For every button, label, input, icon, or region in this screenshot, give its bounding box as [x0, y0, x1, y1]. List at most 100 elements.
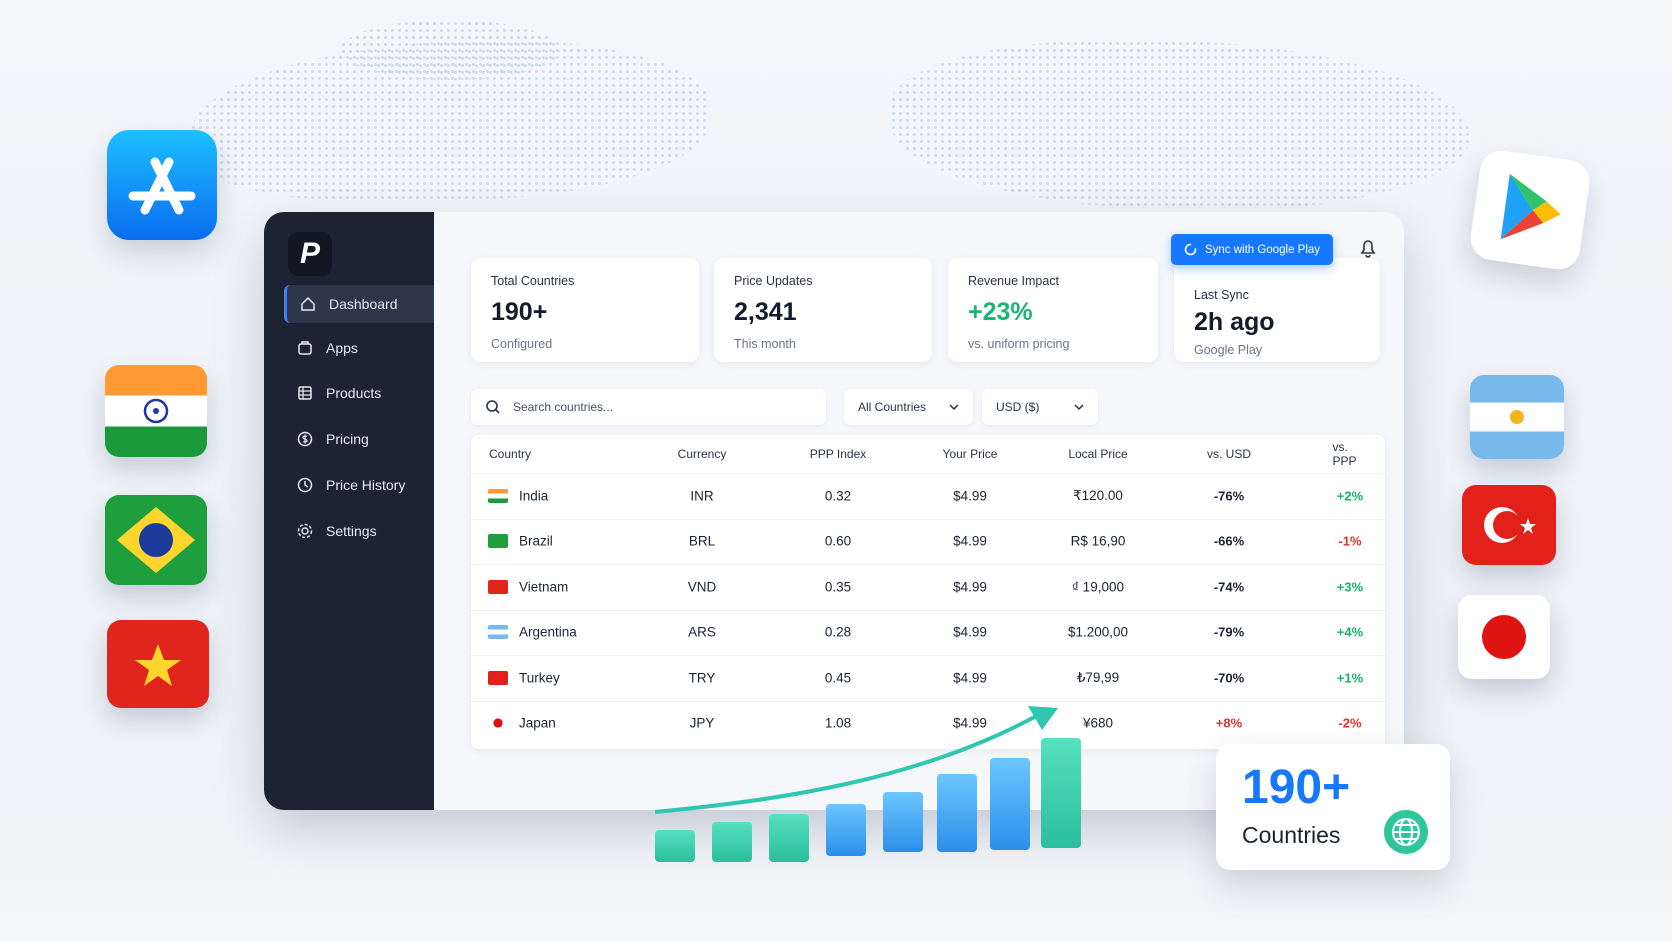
country-name: Turkey — [519, 670, 560, 686]
badge-label: Countries — [1242, 822, 1341, 848]
google-play-icon — [1467, 147, 1593, 273]
nav-item[interactable]: Apps — [284, 329, 434, 367]
table-cell: $4.99 — [953, 488, 987, 504]
growth-graphic — [654, 706, 1081, 862]
table-cell: ₺79,99 — [1076, 669, 1120, 685]
table-cell: -74% — [1213, 579, 1245, 595]
country-name: Vietnam — [519, 579, 569, 595]
table-row[interactable] — [471, 655, 1385, 701]
table-row[interactable] — [471, 564, 1385, 610]
sync-icon — [1184, 243, 1197, 256]
sync-button[interactable]: Sync with Google Play — [1171, 234, 1333, 265]
table-cell: ₫ 19,000 — [1072, 579, 1124, 595]
row-divider — [471, 609, 1385, 611]
deco-bar — [1041, 738, 1081, 848]
search-placeholder: Search countries... — [513, 400, 614, 414]
deco-bar — [990, 758, 1030, 850]
table-cell: -66% — [1213, 533, 1245, 549]
nav-label: Dashboard — [329, 296, 398, 312]
table-cell: -70% — [1213, 670, 1245, 686]
table-cell: R$ 16,90 — [1070, 533, 1126, 549]
nav-icon — [301, 296, 315, 311]
nav-item[interactable]: Products — [284, 374, 434, 412]
country-name: Japan — [519, 715, 556, 731]
column-header: vs. PPP — [1332, 440, 1357, 468]
nav-icon — [298, 341, 312, 355]
deco-bar — [826, 804, 866, 856]
region-value: All Countries — [858, 400, 927, 414]
countries-badge: 190+ Countries — [1216, 744, 1450, 870]
stat-value: 190+ — [491, 298, 548, 326]
stat-card: Price Updates 2,341 This month — [714, 258, 932, 362]
flag-brazil — [105, 495, 207, 585]
pricing-table: Country Currency PPP Index Your Price Local … — [471, 435, 1385, 749]
table-row[interactable] — [471, 610, 1385, 656]
region-dropdown[interactable]: All Countries — [844, 389, 973, 425]
chevron — [1074, 404, 1084, 411]
table-cell: +3% — [1336, 579, 1364, 595]
country-name: Brazil — [519, 533, 553, 549]
nav-label: Price History — [326, 477, 406, 493]
stat-label: Revenue Impact — [968, 274, 1060, 288]
nav-label: Products — [326, 385, 382, 401]
table-cell: 0.60 — [824, 533, 852, 549]
currency-value: USD ($) — [996, 400, 1040, 414]
table-cell: $4.99 — [953, 670, 987, 686]
stat-label: Total Countries — [491, 274, 575, 288]
column-header: vs. USD — [1206, 447, 1252, 461]
deco-bar — [937, 774, 977, 852]
table-cell: $4.99 — [953, 715, 987, 731]
table-cell: 1.08 — [824, 715, 852, 731]
row-flag — [488, 716, 508, 731]
column-header: Local Price — [1068, 447, 1128, 461]
nav-label: Pricing — [326, 431, 369, 447]
deco-bar — [769, 814, 809, 862]
country-name: India — [519, 488, 549, 504]
nav-item[interactable]: Settings — [284, 512, 434, 550]
stat-label: Last Sync — [1194, 288, 1249, 302]
nav-icon — [297, 431, 313, 447]
currency-dropdown[interactable]: USD ($) — [982, 389, 1098, 425]
nav-icon — [297, 477, 313, 493]
nav-label: Apps — [326, 340, 358, 356]
table-cell: -1% — [1338, 533, 1362, 549]
chakra — [143, 398, 169, 424]
crescent — [1484, 507, 1536, 543]
table-cell: $4.99 — [953, 624, 987, 640]
column-header: PPP Index — [809, 447, 867, 461]
stat-note: Configured — [491, 337, 553, 351]
table-cell: TRY — [688, 670, 716, 686]
column-header: Currency — [677, 447, 727, 461]
row-flag — [488, 625, 508, 640]
table-cell: +4% — [1336, 624, 1364, 640]
app-store-icon — [107, 130, 217, 240]
stat-value: 2h ago — [1194, 308, 1275, 336]
stat-value: 2,341 — [734, 298, 797, 326]
table-cell: ¥680 — [1082, 715, 1114, 731]
nav-icon — [297, 523, 313, 539]
row-divider — [471, 655, 1385, 656]
deco-bar — [655, 830, 695, 862]
nav-label: Settings — [326, 523, 377, 539]
stat-value: +23% — [968, 298, 1033, 326]
table-cell: 0.28 — [824, 624, 852, 640]
row-divider — [471, 700, 1385, 702]
stat-note: vs. uniform pricing — [968, 337, 1070, 351]
stat-label: Price Updates — [734, 274, 813, 288]
table-cell: +8% — [1215, 715, 1243, 731]
country-name: Argentina — [519, 624, 577, 640]
table-row[interactable] — [471, 473, 1385, 519]
table-row[interactable] — [471, 519, 1385, 565]
nav-item[interactable]: Dashboard — [284, 285, 434, 323]
arrow-head — [1028, 706, 1058, 730]
table-cell: $4.99 — [953, 579, 987, 595]
bell-icon[interactable] — [1356, 236, 1380, 260]
nav-item[interactable]: Price History — [284, 466, 434, 504]
map-dots — [340, 20, 560, 80]
google-play-glyph — [1500, 173, 1561, 240]
stat-note: Google Play — [1194, 343, 1263, 357]
table-cell: ARS — [688, 624, 716, 640]
search-input[interactable]: Search countries... — [471, 389, 826, 425]
nav-item[interactable]: Pricing — [284, 420, 434, 458]
